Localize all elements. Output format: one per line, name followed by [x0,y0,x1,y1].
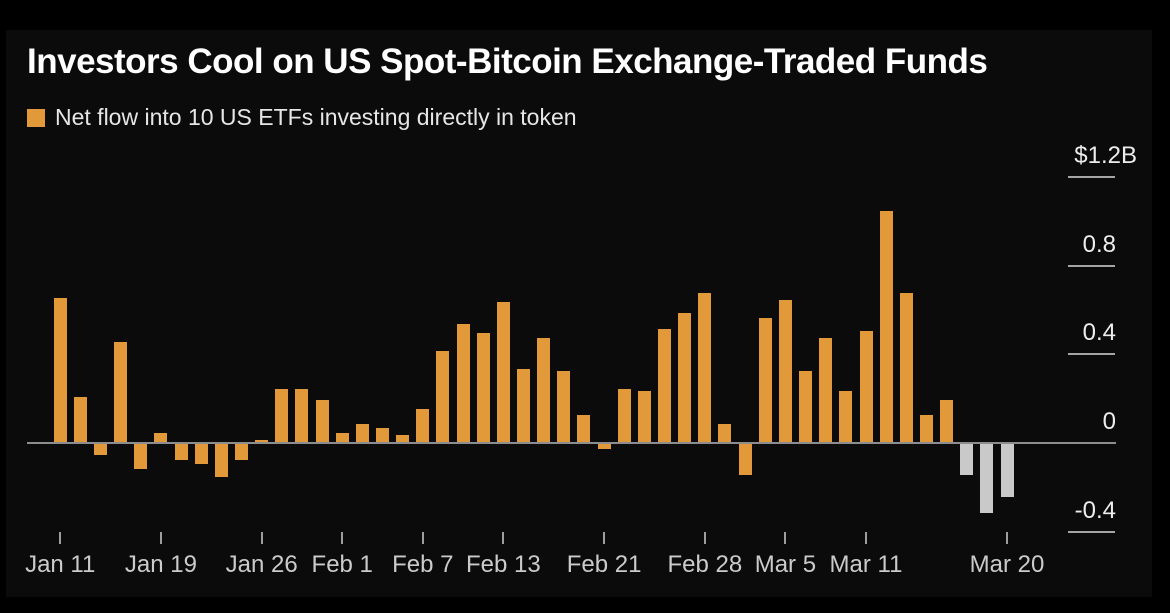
x-tick-label: Feb 13 [466,551,541,578]
bar [355,424,369,444]
bar [738,442,752,476]
y-tick-mark [1068,353,1115,356]
x-tick-label: Jan 11 [25,551,96,578]
bar [517,368,531,444]
legend-label: Net flow into 10 US ETFs investing direc… [55,104,577,130]
x-tick-label: Jan 19 [124,551,197,578]
x-tick-mark [603,532,606,544]
bar [960,442,974,476]
x-tick-mark [703,532,706,544]
x-tick-mark [260,532,263,544]
bar [456,324,470,444]
x-tick-label: Mar 20 [969,551,1045,578]
bar [919,415,933,444]
bar [658,328,672,444]
bar [899,293,913,444]
bar [577,415,591,444]
bar [496,302,510,444]
bar [295,388,309,444]
bar [114,342,128,444]
y-tick-mark [1068,176,1115,179]
bar [194,442,208,465]
bar [53,297,67,444]
x-tick-mark [502,532,505,544]
chart-panel [6,30,1152,597]
bar [416,408,430,444]
bar [255,439,269,444]
bar [396,435,410,444]
bar [315,399,329,444]
x-tick-label: Feb 1 [311,551,373,578]
y-tick-label: 0.4 [1082,319,1116,347]
bar [134,442,148,469]
bar [678,313,692,444]
bar [839,390,853,444]
bar [698,293,712,444]
x-tick-label: Feb 28 [667,551,743,578]
y-tick-label: 0 [1102,408,1116,435]
bar [859,331,873,444]
chart-title: Investors Cool on US Spot-Bitcoin Exchan… [27,42,988,81]
bar [154,432,168,444]
y-tick-label: -0.4 [1074,496,1116,524]
bar [73,397,87,444]
x-tick-mark [59,532,62,544]
x-tick-label: Jan 26 [225,551,298,578]
y-tick-label: 0.8 [1082,230,1116,258]
bar [93,442,107,456]
x-tick-mark [159,532,162,544]
bar [476,333,490,444]
bar [557,370,571,444]
legend-swatch-icon [27,108,45,127]
bar [597,442,611,449]
x-tick-mark [1006,532,1008,544]
bar [335,432,349,444]
bar [940,399,954,444]
bar [799,370,813,444]
x-tick-label: Feb 7 [392,551,454,578]
zero-axis-line [27,442,1116,444]
x-tick-mark [421,532,424,544]
bar [537,337,551,444]
bar [758,317,772,444]
y-tick-label: $1.2B [1074,142,1137,170]
bar [275,388,289,444]
x-tick-mark [865,532,867,544]
bar [718,424,732,444]
bar [637,390,651,444]
y-tick-mark [1068,264,1115,267]
bar [778,300,792,444]
x-tick-mark [341,532,344,544]
bar [819,337,833,444]
x-tick-mark [784,532,787,544]
x-tick-label: Feb 21 [566,551,642,578]
legend: Net flow into 10 US ETFs investing direc… [27,104,577,131]
bar [980,442,994,513]
x-tick-label: Mar 11 [829,551,903,578]
bar [879,211,893,444]
bar [617,388,631,444]
bar [436,350,450,444]
bar [214,442,228,478]
y-tick-mark [1068,530,1115,533]
bar [174,442,188,460]
bar [235,442,248,460]
bar [1000,442,1014,498]
bar [376,428,390,444]
x-tick-label: Mar 5 [754,551,817,578]
